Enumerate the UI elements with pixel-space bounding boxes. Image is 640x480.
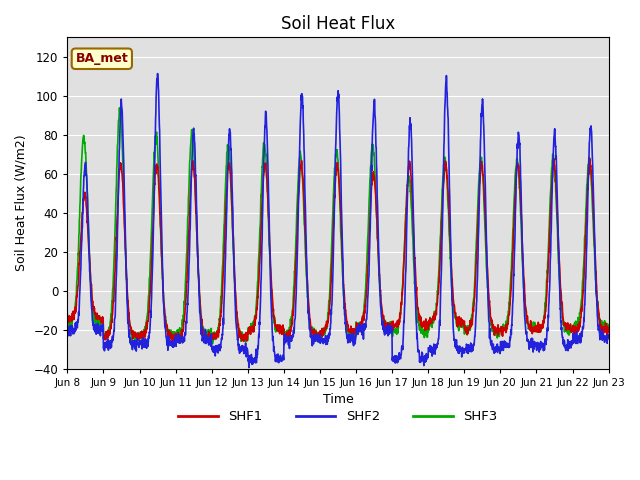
SHF3	[354, 325, 362, 331]
SHF2	[557, 327, 565, 333]
SHF1	[214, 333, 222, 339]
SHF3	[116, 105, 124, 110]
SHF3	[366, 184, 374, 190]
SHF1	[365, 228, 373, 234]
SHF3	[572, 322, 580, 328]
SHF1	[63, 312, 71, 317]
Text: BA_met: BA_met	[76, 52, 128, 65]
SHF2	[214, 346, 222, 352]
X-axis label: Time: Time	[323, 394, 353, 407]
Line: SHF3: SHF3	[67, 108, 609, 344]
Legend: SHF1, SHF2, SHF3: SHF1, SHF2, SHF3	[173, 405, 503, 429]
Title: Soil Heat Flux: Soil Heat Flux	[281, 15, 395, 33]
SHF1	[605, 330, 612, 336]
SHF1	[572, 326, 580, 332]
SHF1	[550, 156, 557, 161]
SHF3	[557, 304, 565, 310]
SHF2	[572, 336, 580, 341]
SHF2	[354, 332, 362, 337]
SHF2	[605, 332, 612, 337]
SHF1	[495, 328, 503, 334]
SHF1	[557, 291, 565, 297]
Line: SHF2: SHF2	[67, 73, 609, 368]
SHF2	[496, 345, 504, 350]
SHF1	[354, 324, 362, 330]
SHF2	[154, 71, 161, 76]
SHF1	[176, 340, 184, 346]
Y-axis label: Soil Heat Flux (W/m2): Soil Heat Flux (W/m2)	[15, 135, 28, 271]
SHF3	[209, 341, 216, 347]
SHF3	[496, 329, 504, 335]
SHF3	[605, 324, 612, 329]
SHF3	[63, 322, 71, 328]
Line: SHF1: SHF1	[67, 158, 609, 343]
SHF2	[245, 365, 253, 371]
SHF2	[63, 324, 71, 330]
SHF2	[366, 243, 374, 249]
SHF3	[215, 322, 223, 327]
